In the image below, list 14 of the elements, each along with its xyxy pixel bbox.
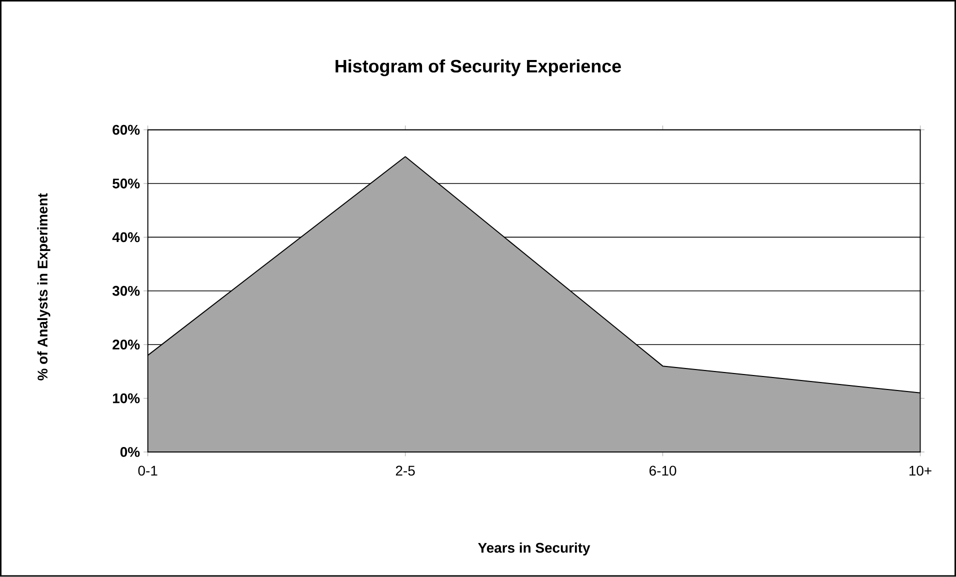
y-tick-label: 0% <box>120 447 140 458</box>
y-tick-label: 40% <box>112 232 140 242</box>
x-tick-label: 10+ <box>909 466 932 476</box>
y-tick-label: 20% <box>112 340 140 350</box>
x-tick-label: 0-1 <box>138 466 158 476</box>
x-tick-label: 2-5 <box>396 466 415 476</box>
y-tick-label: 30% <box>112 286 140 296</box>
y-tick-label: 60% <box>112 124 140 135</box>
chart-title: Histogram of Security Experience <box>336 59 621 76</box>
x-tick-label: 6-10 <box>650 466 676 476</box>
y-tick-label: 50% <box>112 178 140 189</box>
y-axis-title: % of Analysts in Experiment <box>37 193 50 380</box>
y-tick-label: 10% <box>113 393 140 404</box>
x-axis-title: Years in Security <box>478 542 590 556</box>
